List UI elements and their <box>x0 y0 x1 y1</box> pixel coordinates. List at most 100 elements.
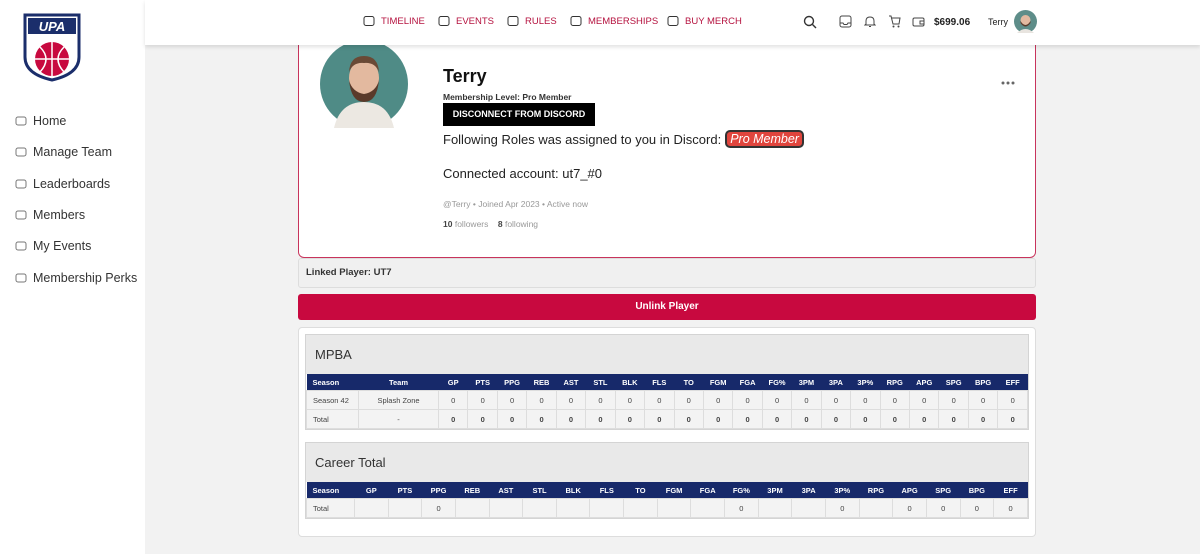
menu-icon <box>15 147 27 157</box>
column-header: RPG <box>880 374 910 391</box>
column-header: TO <box>674 374 704 391</box>
table-cell: 0 <box>555 390 587 410</box>
table-cell: 0 <box>673 409 704 429</box>
table-cell <box>757 498 793 518</box>
panel-title: Career Total <box>306 443 1028 482</box>
table-cell: 0 <box>997 409 1028 429</box>
nav-link[interactable]: TIMELINE <box>363 15 425 27</box>
column-header: SPG <box>926 482 961 499</box>
menu-label: Membership Perks <box>33 271 138 285</box>
table-cell <box>354 498 389 518</box>
stats-table: Season GP PTS PPG REB AST STL BLK FLS TO FGM FGA FG%… <box>306 482 1028 518</box>
table-cell: 0 <box>526 390 557 410</box>
table-cell <box>555 498 591 518</box>
nav-icon <box>507 16 519 26</box>
table-cell: 0 <box>824 498 860 518</box>
table-cell: 0 <box>908 409 940 429</box>
column-header: PPG <box>497 374 527 391</box>
followers-count: 10 <box>443 219 453 229</box>
followers-label[interactable]: followers <box>454 219 489 229</box>
nav-link[interactable]: RULES <box>507 15 557 27</box>
table-cell: 0 <box>993 498 1028 518</box>
table-cell: 0 <box>555 409 587 429</box>
nav-label: BUY MERCH <box>685 15 742 27</box>
table-cell <box>488 498 524 518</box>
search-icon[interactable] <box>803 15 817 29</box>
column-header: FG% <box>724 482 759 499</box>
unlink-button[interactable]: Unlink Player <box>298 294 1036 320</box>
column-header: FG% <box>762 374 792 391</box>
discord-button[interactable]: DISCONNECT FROM DISCORD <box>443 103 595 126</box>
table-cell <box>656 498 692 518</box>
panel-title: MPBA <box>306 335 1028 374</box>
menu-label: Leaderboards <box>33 177 111 191</box>
column-header: BPG <box>968 374 998 391</box>
role-badge: Pro Member <box>725 130 804 148</box>
menu-item[interactable]: Home <box>15 114 66 128</box>
balance: $699.06 <box>934 17 971 28</box>
table-cell: 0 <box>820 409 852 429</box>
stats-panel: Career Total Season GP PTS PPG REB AST STL BLK FL… <box>305 442 1029 519</box>
column-header: BPG <box>960 482 994 499</box>
table-row: Season 42 Splash Zone 0 0 0 0 0 0 0 0 0 0 0 0 0 0 0 0 0 0 0 0 <box>306 390 1028 410</box>
linked-player: Linked Player: UT7 <box>298 258 1036 288</box>
column-header: RPG <box>859 482 893 499</box>
nav-link[interactable]: MEMBERSHIPS <box>570 15 658 27</box>
column-header: REB <box>455 482 490 499</box>
connected-account: Connected account: ut7_#0 <box>443 166 603 181</box>
inbox-icon[interactable] <box>839 15 852 28</box>
menu-item[interactable]: Membership Perks <box>15 271 137 285</box>
table-cell: Season 42 <box>306 390 359 410</box>
table-cell: 0 <box>892 498 927 518</box>
follow-stats: 10 followers 8 following <box>443 219 538 229</box>
nav-link[interactable]: BUY MERCH <box>667 15 742 27</box>
top-bar: TIMELINE EVENTS RULES MEMBERSHIPS BUY MERCH … <box>145 0 1200 45</box>
nav-icon <box>363 16 375 26</box>
menu-label: Home <box>33 114 67 128</box>
table-cell: 0 <box>437 409 469 429</box>
wallet-icon[interactable] <box>912 15 925 28</box>
table-body: Total 0 0 0 0 0 0 0 <box>306 498 1028 518</box>
menu-item[interactable]: Leaderboards <box>15 177 110 191</box>
cart-icon[interactable] <box>888 15 901 28</box>
nav-label: RULES <box>525 15 557 27</box>
menu-item[interactable]: Members <box>15 208 85 222</box>
column-header: FGA <box>732 374 763 391</box>
user-avatar[interactable] <box>1014 10 1037 33</box>
logo[interactable]: UPA <box>22 12 82 82</box>
table-cell: 0 <box>732 390 763 410</box>
bell-icon[interactable] <box>864 15 876 28</box>
logo-text: UPA <box>39 19 65 34</box>
more-menu[interactable] <box>1001 81 1015 85</box>
menu-item[interactable]: My Events <box>15 239 91 253</box>
table-cell: Total <box>306 409 359 429</box>
table-body: Season 42 Splash Zone 0 0 0 0 0 0 0 0 0 0 0 0 0 0 0 0 0 0 0 0… <box>306 390 1028 429</box>
table-cell: 0 <box>496 409 528 429</box>
column-header: FLS <box>589 482 624 499</box>
table-cell: 0 <box>421 498 456 518</box>
column-header: AST <box>489 482 523 499</box>
nav-link[interactable]: EVENTS <box>438 15 494 27</box>
following-label[interactable]: following <box>504 219 539 229</box>
table-cell: 0 <box>526 409 557 429</box>
username[interactable]: Terry <box>988 17 1008 27</box>
column-header: Season <box>306 374 359 391</box>
menu-item[interactable]: Manage Team <box>15 145 112 159</box>
nav-label: EVENTS <box>456 15 495 27</box>
menu-label: Members <box>33 208 86 222</box>
table-cell: 0 <box>850 409 881 429</box>
column-header: STL <box>522 482 557 499</box>
column-header: PTS <box>467 374 498 391</box>
table-cell: 0 <box>820 390 852 410</box>
table-cell: Splash Zone <box>358 390 439 410</box>
column-header: SPG <box>938 374 969 391</box>
table-cell <box>690 498 726 518</box>
column-header: AST <box>556 374 586 391</box>
table-cell <box>589 498 625 518</box>
column-header: FGM <box>703 374 733 391</box>
table-head: Season Team GP PTS PPG REB AST STL BLK FLS TO FGM FG… <box>306 374 1028 391</box>
menu-icon <box>15 179 27 189</box>
sidebar: UPA Home Manage Team Leaderboards Members My… <box>0 0 145 554</box>
menu-icon <box>15 273 27 283</box>
table-cell: 0 <box>702 409 734 429</box>
